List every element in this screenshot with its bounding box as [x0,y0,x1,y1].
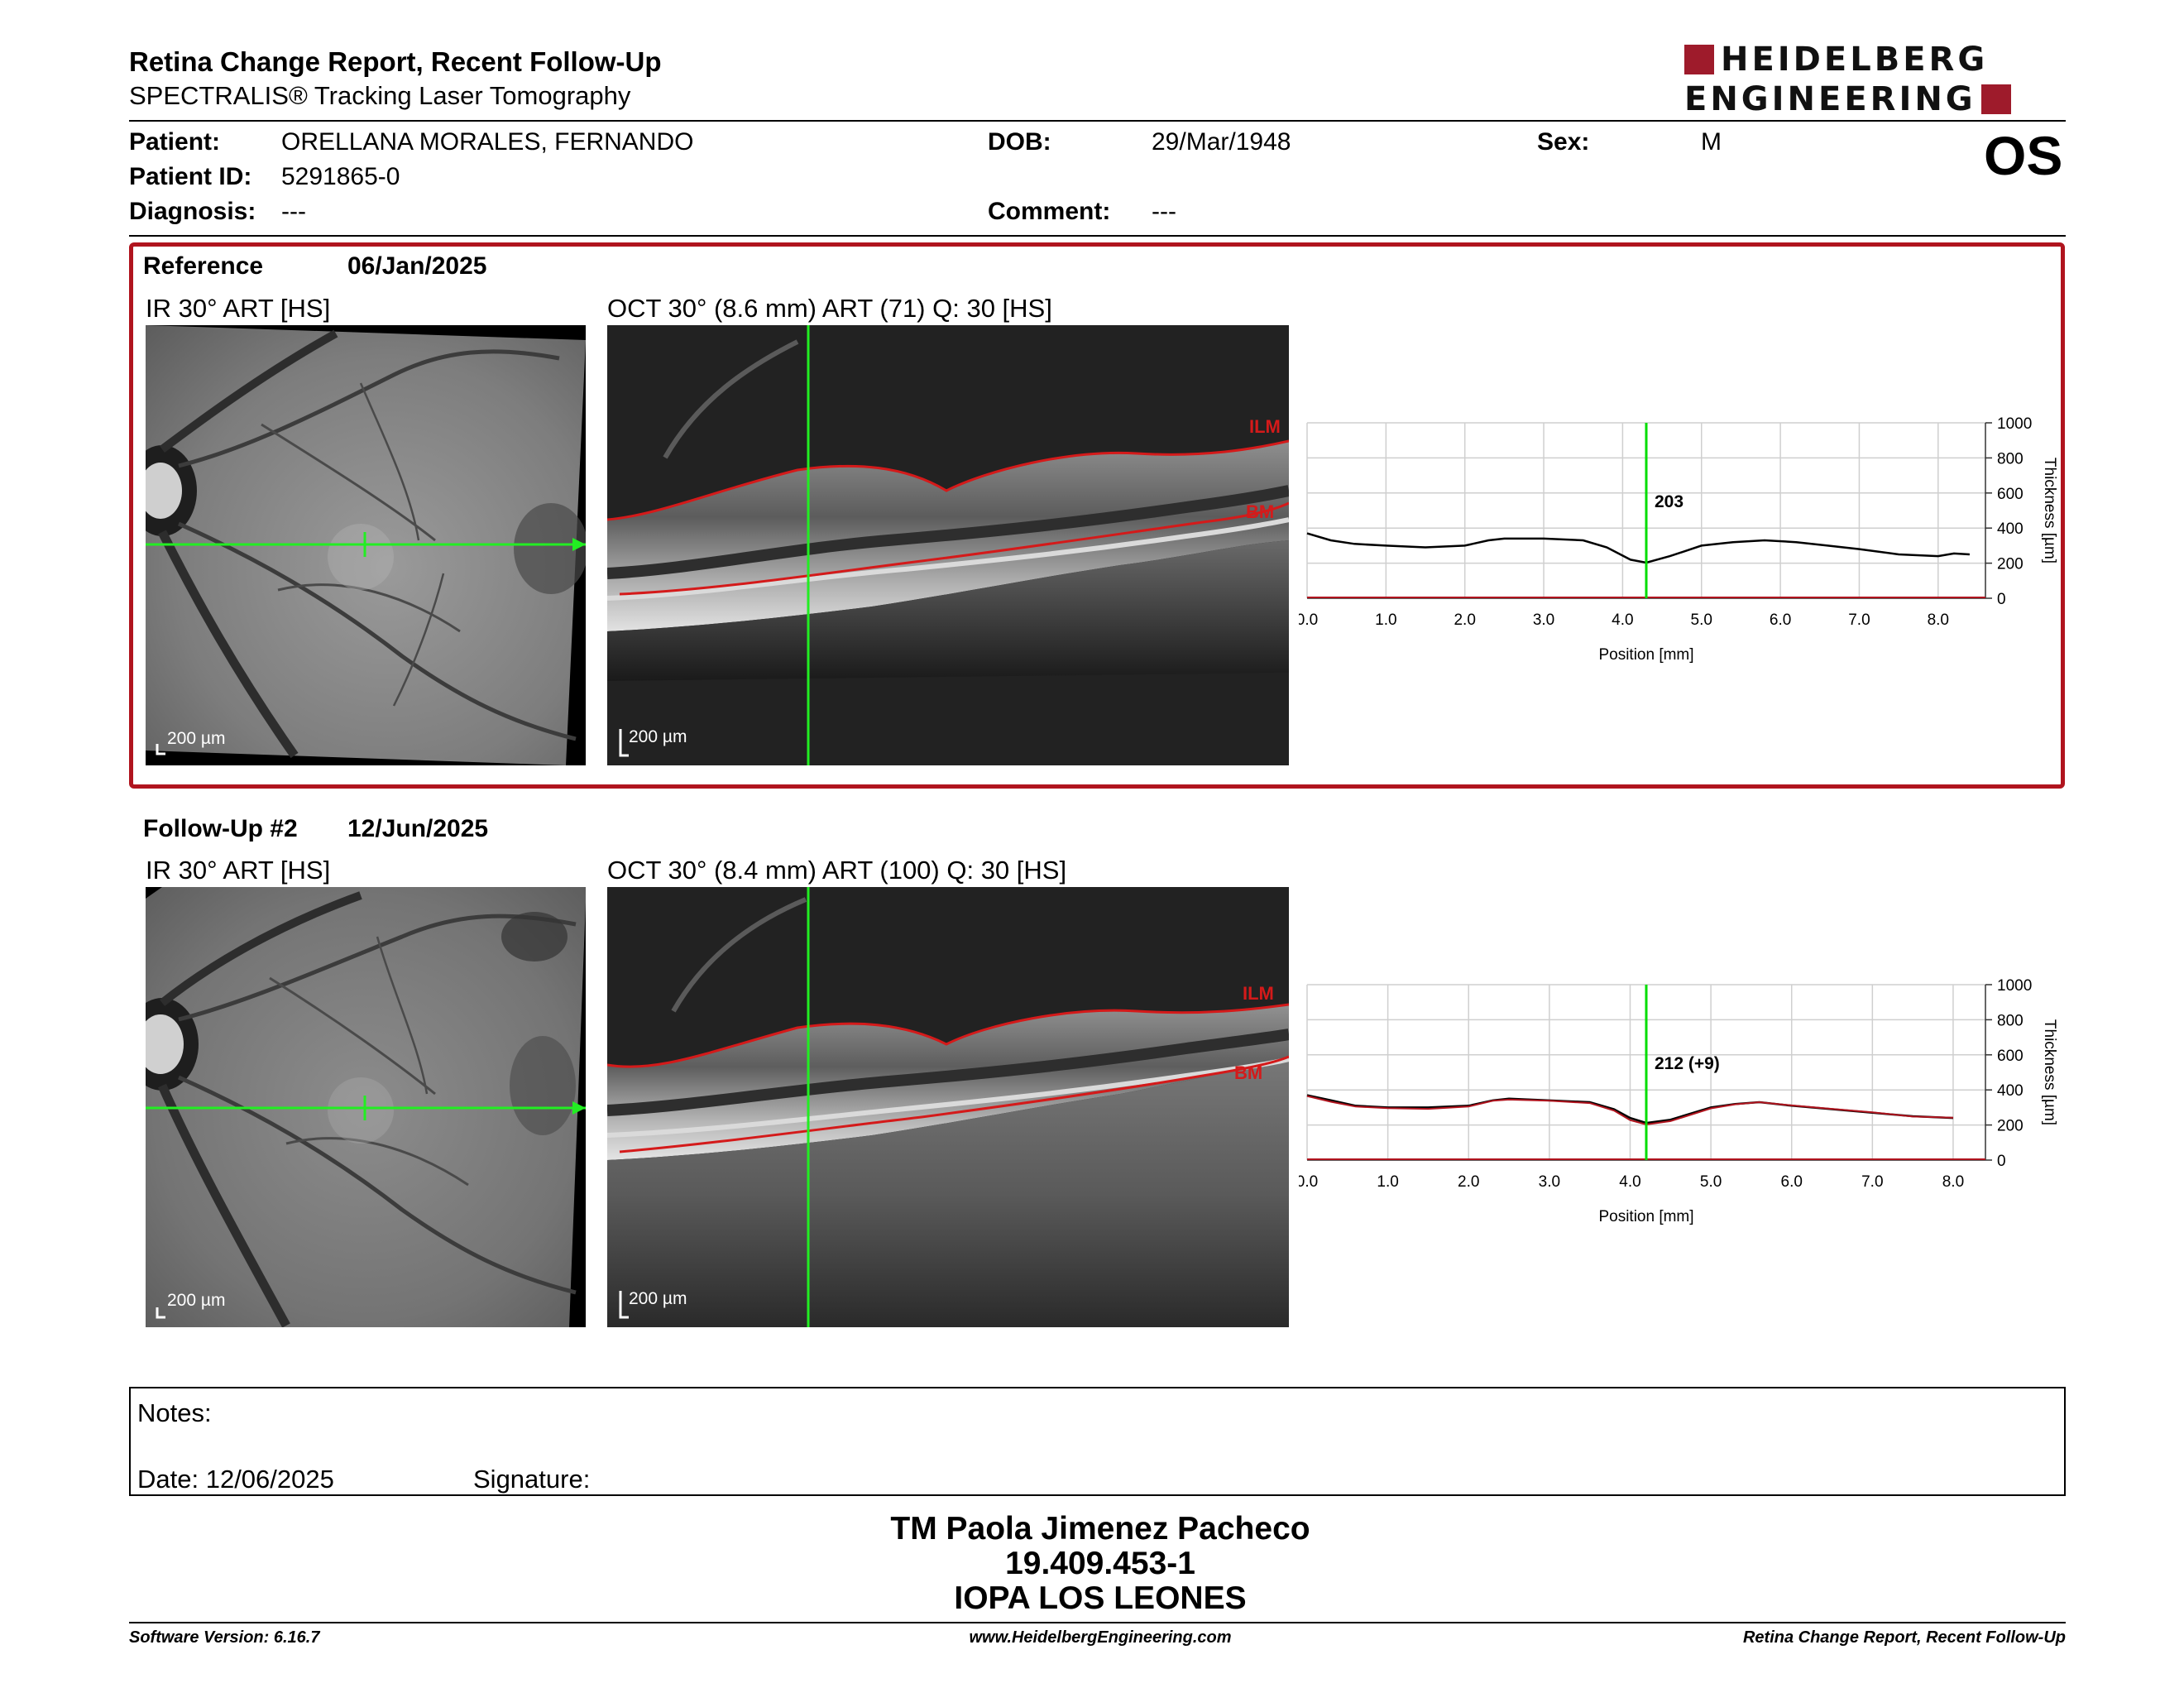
diagnosis-value: --- [281,198,306,225]
reference-chart-y-axis-label: Thickness [µm] [2041,458,2058,563]
reference-chart-x-tick-label: 2.0 [1454,611,1475,629]
followup-oct-scale: 200 µm [629,1289,687,1308]
followup-label: Follow-Up #2 [143,815,298,842]
followup-chart-series-line-2 [1306,1095,1954,1126]
footer-divider [129,1622,2066,1623]
comment-label: Comment: [988,198,1111,225]
footer-website[interactable]: www.HeidelbergEngineering.com [969,1628,1232,1647]
reference-ilm-label: ILM [1249,416,1281,437]
patient-name: ORELLANA MORALES, FERNANDO [281,128,694,156]
followup-chart-x-tick-label: 4.0 [1619,1173,1640,1191]
logo-line2: ENGINEERING [1684,80,1976,118]
reference-chart-y-tick-label: 800 [1997,450,2024,468]
footer-report-name: Retina Change Report, Recent Follow-Up [1742,1628,2066,1647]
reference-ir-caption: IR 30° ART [HS] [146,294,331,323]
followup-oct-caption: OCT 30° (8.4 mm) ART (100) Q: 30 [HS] [607,856,1067,885]
followup-chart-cursor-value: 212 (+9) [1655,1054,1720,1073]
reference-chart-series-line-1 [1306,532,1970,564]
report-subtitle: SPECTRALIS® Tracking Laser Tomography [129,81,631,110]
logo-line1: HEIDELBERG [1721,41,1989,79]
patient-label: Patient: [129,128,221,156]
patient-id: 5291865-0 [281,163,400,190]
notes-date: Date: 12/06/2025 [137,1465,334,1494]
reference-label: Reference [143,252,264,280]
followup-chart-y-tick-label: 0 [1997,1153,2006,1170]
patient-divider [129,235,2066,237]
reference-highlight-box [129,242,2065,789]
followup-ir-scale: 200 µm [167,1291,226,1310]
footer-software: Software Version: 6.16.7 [129,1628,320,1647]
reference-chart-x-tick-label: 1.0 [1375,611,1396,629]
eye-indicator: OS [1984,125,2063,186]
followup-ilm-label: ILM [1243,983,1274,1004]
followup-chart-x-tick-label: 2.0 [1458,1173,1479,1191]
reference-oct-image: ILM BM 200 µm [607,325,1289,765]
reference-oct-caption: OCT 30° (8.6 mm) ART (71) Q: 30 [HS] [607,294,1052,323]
reference-chart-x-tick-label: 5.0 [1691,611,1712,629]
reference-chart-x-tick-label: 3.0 [1533,611,1554,629]
followup-chart-x-tick-label: 0.0 [1299,1173,1318,1191]
followup-ir-caption: IR 30° ART [HS] [146,856,331,885]
followup-chart-x-axis-label: Position [mm] [1598,1208,1693,1225]
followup-chart-x-tick-label: 6.0 [1781,1173,1803,1191]
reference-chart-cursor-value: 203 [1655,492,1684,511]
followup-chart-y-tick-label: 1000 [1997,977,2032,995]
followup-chart-y-tick-label: 800 [1997,1012,2024,1029]
signer-rut: 19.409.453-1 [1005,1546,1195,1581]
dob-value: 29/Mar/1948 [1152,128,1291,156]
followup-chart-y-tick-label: 600 [1997,1048,2024,1065]
logo-square-icon [1980,84,2011,114]
logo-square-icon [1684,45,1714,74]
patient-id-label: Patient ID: [129,163,252,190]
followup-chart-x-tick-label: 3.0 [1539,1173,1560,1191]
followup-ir-image: 200 µm [146,887,586,1327]
followup-chart-y-axis-label: Thickness [µm] [2041,1019,2058,1125]
followup-chart-y-tick-label: 400 [1997,1082,2024,1100]
reference-chart-x-tick-label: 0.0 [1299,611,1318,629]
comment-value: --- [1152,198,1176,225]
heidelberg-logo: HEIDELBERG ENGINEERING [1684,41,2073,117]
followup-chart-y-tick-label: 200 [1997,1118,2024,1135]
signer-institution: IOPA LOS LEONES [954,1580,1247,1616]
followup-oct-image: ILM BM 200 µm [607,887,1289,1327]
signer-name: TM Paola Jimenez Pacheco [890,1511,1310,1547]
diagnosis-label: Diagnosis: [129,198,256,225]
reference-oct-scale: 200 µm [629,727,687,746]
reference-ir-image: 200 µm [146,325,586,765]
reference-chart-x-tick-label: 8.0 [1928,611,1949,629]
followup-bm-label: BM [1234,1062,1263,1083]
reference-ir-scale: 200 µm [167,729,226,748]
followup-thickness-chart: 0.0 1.0 2.0 3.0 4.0 5.0 6.0 7.0 8.0 0 200 400 600 800… [1299,977,2058,1225]
reference-thickness-chart: 0.0 1.0 2.0 3.0 4.0 5.0 6.0 7.0 8.0 0 200 400 600 800… [1299,415,2058,664]
reference-chart-x-tick-label: 6.0 [1770,611,1791,629]
followup-chart-x-tick-label: 1.0 [1377,1173,1398,1191]
header-divider [129,120,2066,122]
reference-chart-y-tick-label: 1000 [1997,415,2032,433]
sex-label: Sex: [1537,128,1590,156]
followup-chart-x-tick-label: 8.0 [1942,1173,1964,1191]
reference-chart-x-axis-label: Position [mm] [1598,646,1693,664]
reference-chart-y-tick-label: 600 [1997,486,2024,503]
report-title: Retina Change Report, Recent Follow-Up [129,46,662,77]
reference-chart-y-tick-label: 400 [1997,520,2024,538]
reference-bm-label: BM [1246,501,1275,522]
reference-chart-y-tick-label: 0 [1997,591,2006,608]
reference-chart-y-tick-label: 200 [1997,556,2024,573]
followup-chart-x-tick-label: 7.0 [1861,1173,1883,1191]
reference-chart-x-tick-label: 7.0 [1848,611,1870,629]
reference-date: 06/Jan/2025 [347,252,487,280]
dob-label: DOB: [988,128,1051,156]
notes-box: Notes: Date: 12/06/2025 Signature: [129,1387,2066,1496]
followup-chart-x-tick-label: 5.0 [1700,1173,1722,1191]
signature-label: Signature: [473,1465,591,1494]
followup-date: 12/Jun/2025 [347,815,489,842]
reference-chart-x-tick-label: 4.0 [1612,611,1633,629]
notes-label: Notes: [137,1398,212,1427]
sex-value: M [1701,128,1722,156]
